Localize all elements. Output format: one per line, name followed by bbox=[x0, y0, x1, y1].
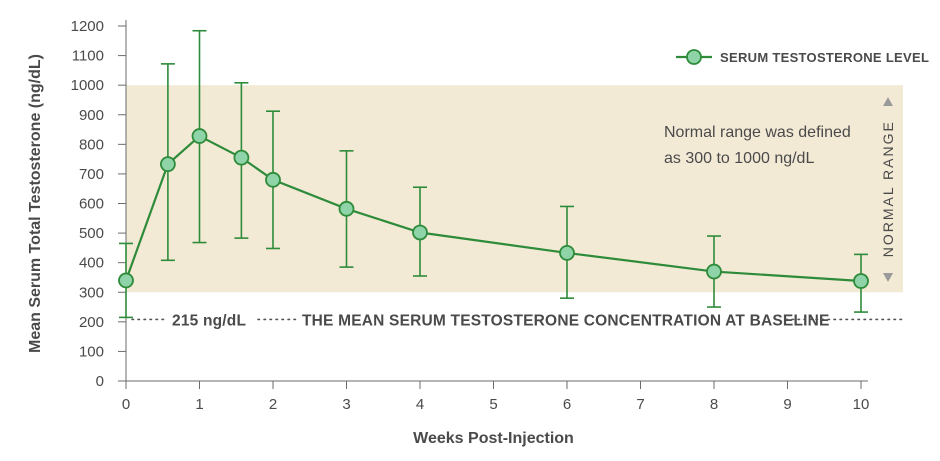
x-tick-label: 8 bbox=[710, 396, 718, 413]
y-tick-label: 0 bbox=[96, 373, 104, 390]
range-up-arrow-icon bbox=[883, 97, 893, 106]
legend-marker bbox=[686, 49, 702, 65]
data-point bbox=[118, 272, 134, 289]
data-point bbox=[159, 156, 176, 173]
y-tick-label: 1200 bbox=[71, 18, 104, 35]
x-tick-label: 0 bbox=[122, 396, 130, 413]
data-point bbox=[338, 200, 355, 217]
normal-range-label: NORMAL RANGE bbox=[880, 120, 896, 257]
y-tick-label: 200 bbox=[79, 314, 104, 331]
data-point bbox=[706, 263, 722, 280]
y-tick-label: 400 bbox=[79, 255, 104, 272]
x-tick-label: 3 bbox=[342, 396, 350, 413]
x-tick-label: 7 bbox=[636, 396, 644, 413]
series-layer bbox=[118, 29, 869, 319]
x-tick-label: 2 bbox=[269, 396, 277, 413]
x-tick-label: 1 bbox=[195, 396, 203, 413]
legend-label: SERUM TESTOSTERONE LEVEL bbox=[720, 50, 929, 65]
x-tick-label: 9 bbox=[783, 396, 791, 413]
y-tick-label: 100 bbox=[79, 343, 104, 360]
y-tick-label: 900 bbox=[79, 107, 104, 124]
y-axis-title: Mean Serum Total Testosterone (ng/dL) bbox=[27, 54, 44, 353]
x-tick-label: 4 bbox=[416, 396, 424, 413]
range-down-arrow-icon bbox=[883, 273, 893, 282]
y-tick-label: 700 bbox=[79, 166, 104, 183]
normal-range-note-line1: Normal range was defined bbox=[664, 124, 851, 141]
normal-range-note-line2: as 300 to 1000 ng/dL bbox=[664, 150, 814, 167]
axes-layer: 0100200300400500600700800900100011001200… bbox=[71, 18, 870, 413]
x-tick-label: 6 bbox=[563, 396, 571, 413]
data-point bbox=[559, 245, 575, 261]
data-point bbox=[233, 149, 250, 166]
x-tick-label: 5 bbox=[489, 396, 497, 413]
data-point bbox=[412, 224, 428, 241]
data-point bbox=[265, 171, 281, 188]
y-tick-label: 500 bbox=[79, 225, 104, 242]
baseline-value-label: 215 ng/dL bbox=[172, 312, 246, 329]
baseline-layer: 215 ng/dL THE MEAN SERUM TESTOSTERONE CON… bbox=[131, 312, 904, 329]
y-tick-label: 800 bbox=[79, 136, 104, 153]
data-point bbox=[853, 273, 869, 289]
y-tick-label: 600 bbox=[79, 196, 104, 213]
x-tick-label: 10 bbox=[853, 396, 870, 413]
baseline-description: THE MEAN SERUM TESTOSTERONE CONCENTRATIO… bbox=[302, 312, 830, 329]
normal-range-layer: Normal range was defined as 300 to 1000 n… bbox=[126, 83, 903, 295]
data-point bbox=[191, 128, 208, 144]
x-axis-title: Weeks Post-Injection bbox=[413, 430, 574, 447]
normal-range-band bbox=[126, 85, 903, 293]
y-tick-label: 300 bbox=[79, 284, 104, 301]
series-line bbox=[124, 134, 862, 283]
legend-layer: SERUM TESTOSTERONE LEVEL bbox=[676, 49, 929, 65]
y-tick-label: 1000 bbox=[71, 77, 104, 94]
y-tick-label: 1100 bbox=[72, 48, 104, 65]
